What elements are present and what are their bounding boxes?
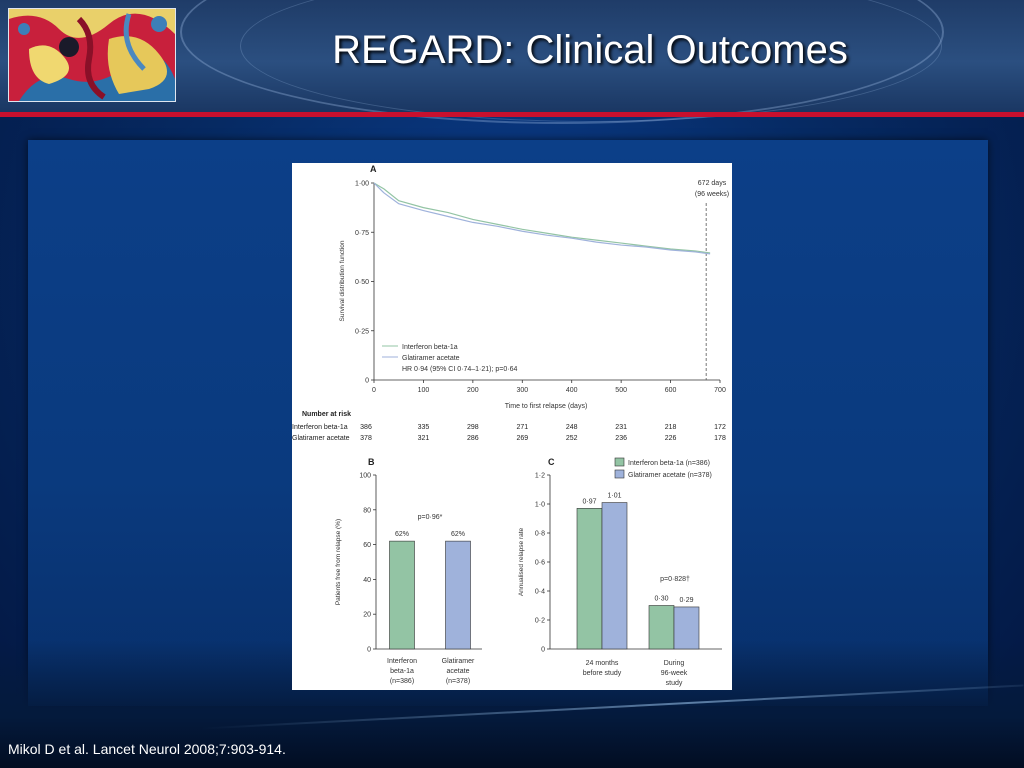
panel-a-axes: 0 100 200 300 400 500 600 700 0 0·25 0·50 0·75 1·00 [355,181,726,395]
risk-table-cell: 231 [615,424,627,431]
risk-table-cell: 178 [714,435,726,442]
legend-c-swatch-interferon [614,457,625,467]
risk-table-values: 386 335 298 271 248 231 218 172 378 321 286 269 252 2… [360,424,726,442]
panel-c-y-tick-label: 0·8 [535,531,545,538]
risk-table-cell: 286 [467,435,479,442]
panel-b-y-tick-label: 40 [363,577,371,584]
panel-a-x-axis-label: Time to first relapse (days) [505,403,588,410]
panel-c-bar-value-label: 1·01 [607,493,621,500]
panel-c-y-tick-label: 0·2 [535,618,545,625]
risk-row-label-interferon: Interferon beta-1a [292,424,348,431]
risk-table-cell: 226 [665,435,677,442]
risk-table-cell: 298 [467,424,479,431]
panel-c-y-tick-label: 0·4 [535,589,545,596]
risk-table-cell: 271 [516,424,528,431]
panel-a-x-tick-label: 200 [467,387,479,394]
panel-a-letter: A [370,164,377,174]
panel-b-bar [389,540,415,650]
panel-c-bar [576,508,603,650]
panel-c-letter: C [548,457,555,467]
panel-c-category-label: 96-week [661,670,688,677]
figure-panel: A 0 100 200 300 400 500 600 700 0 0·25 0·50 0·75 1·0… [292,163,732,690]
risk-table-cell: 236 [615,435,627,442]
panel-b-bar-value-label: 62% [395,531,409,538]
panel-b-category-label: acetate [447,668,470,675]
panel-a-series-line [373,182,711,254]
panel-a-x-tick-label: 100 [418,387,430,394]
risk-table-cell: 252 [566,435,578,442]
legend-hazard-ratio: HR 0·94 (95% CI 0·74–1·21); p=0·64 [402,366,517,373]
panel-a-y-tick-label: 0·50 [355,279,369,286]
risk-table-header: Number at risk [302,411,351,418]
panel-b-y-axis-label: Patients free from relapse (%) [335,519,342,605]
panel-a-x-tick-label: 500 [615,387,627,394]
panel-a-x-tick-label: 600 [665,387,677,394]
panel-b-y-tick-label: 80 [363,507,371,514]
panel-a-annotation-days: 672 days [698,180,727,187]
risk-table-cell: 386 [360,424,372,431]
panel-a-y-tick-label: 1·00 [355,181,369,188]
panel-a-y-tick-label: 0 [365,378,369,385]
panel-b-y-tick-label: 0 [367,647,371,654]
panel-c-bar [673,606,700,650]
panel-b-bar-value-label: 62% [451,531,465,538]
legend-label-interferon: Interferon beta-1a [402,344,458,351]
figure-svg: A 0 100 200 300 400 500 600 70000·250·500·751·0… [292,164,729,687]
panel-c-category-label: During [664,660,685,667]
panel-a-series-line [373,182,711,255]
panel-c-y-tick-label: 1·2 [535,473,545,480]
microscopy-logo-image [8,8,176,102]
panel-b-letter: B [368,457,375,467]
panel-a-series-lines [373,182,711,255]
panel-b-p-value: p=0·96* [418,514,443,521]
panel-a-x-tick-label: 700 [714,387,726,394]
panel-c-chart: 0 0·2 0·4 0·6 0·8 1·0 1·2 0·97 1·01 24 months befo… [535,473,722,687]
panel-b-category-label: Interferon [387,658,417,665]
risk-table-cell: 378 [360,435,372,442]
risk-table-cell: 335 [418,424,430,431]
panel-b-bar [445,540,471,650]
risk-row-label-glatiramer: Glatiramer acetate [292,435,350,442]
legend-c-label-interferon: Interferon beta-1a (n=386) [628,460,710,467]
panel-c-y-tick-label: 0 [541,647,545,654]
legend-c-label-glatiramer: Glatiramer acetate (n=378) [628,472,712,479]
panel-b-y-tick-label: 100 [359,473,371,480]
panel-c-bar-value-label: 0·30 [654,596,668,603]
panel-a-x-tick-label: 300 [516,387,528,394]
risk-table-cell: 269 [516,435,528,442]
panel-a-y-axis-label: Survival distribution function [339,240,346,321]
panel-c-category-label: study [666,680,683,687]
panel-a-x-tick-label: 400 [566,387,578,394]
panel-c-bar-value-label: 0·29 [679,597,693,604]
panel-a-annotation-weeks: (96 weeks) [695,191,729,198]
risk-table-cell: 218 [665,424,677,431]
legend-label-glatiramer: Glatiramer acetate [402,355,460,362]
panel-b-category-label: (n=378) [446,678,470,685]
panel-b-y-tick-label: 20 [363,612,371,619]
panel-b-category-label: (n=386) [390,678,414,685]
risk-table-cell: 172 [714,424,726,431]
citation-text: Mikol D et al. Lancet Neurol 2008;7:903-… [8,741,286,757]
panel-a-x-tick-label: 0 [372,387,376,394]
panel-c-y-axis-label: Annualised relapse rate [518,527,525,596]
panel-c-category-label: before study [583,670,622,677]
panel-c-bar [601,502,628,650]
panel-c-y-tick-label: 0·6 [535,560,545,567]
panel-c-p-value: p=0·828† [660,576,690,583]
legend-c-swatch-glatiramer [614,469,625,479]
risk-table-cell: 321 [418,435,430,442]
panel-c-bar [648,605,675,650]
slide-title: REGARD: Clinical Outcomes [332,28,848,72]
risk-table-cell: 248 [566,424,578,431]
panel-c-y-tick-label: 1·0 [535,502,545,509]
panel-b-chart: 0 20 40 60 80 100 62% Interferon beta-1a (n=386) 6… [359,473,482,685]
panel-c-category-label: 24 months [586,660,619,667]
panel-b-y-tick-label: 60 [363,542,371,549]
panel-b-category-label: beta-1a [390,668,414,675]
panel-c-bar-value-label: 0·97 [582,498,596,505]
panel-a-y-tick-label: 0·75 [355,230,369,237]
panel-b-category-label: Glatiramer [442,658,475,665]
panel-a-y-tick-label: 0·25 [355,328,369,335]
header-red-rule [0,112,1024,117]
